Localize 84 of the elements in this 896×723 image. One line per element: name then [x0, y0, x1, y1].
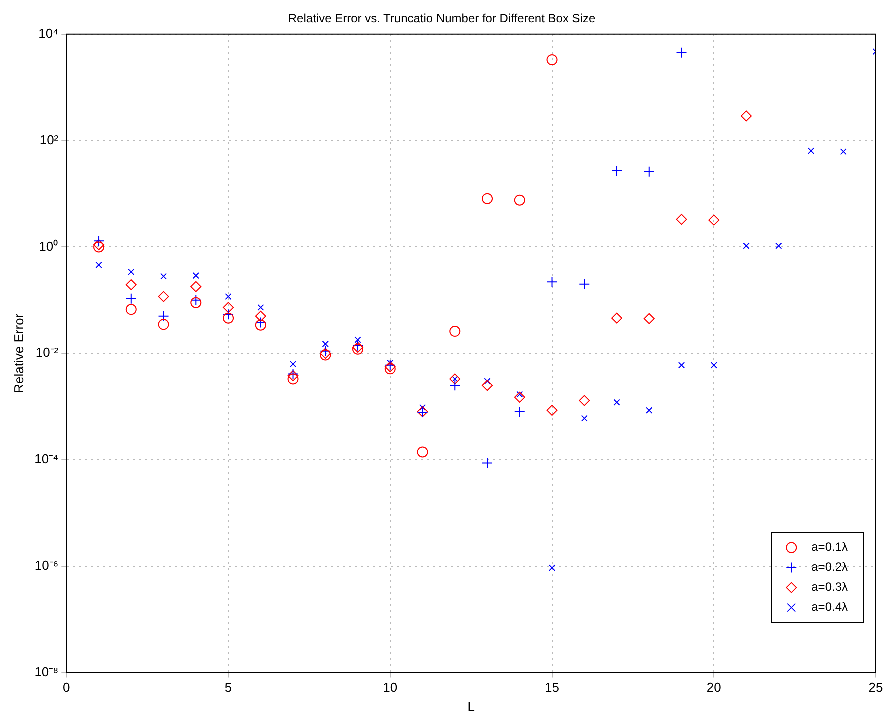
y-tick-label: 10²	[40, 132, 60, 148]
point	[840, 148, 847, 156]
legend-label: a=0.3λ	[812, 580, 848, 594]
x-tick-label: 5	[224, 680, 232, 696]
point	[354, 336, 362, 344]
point	[482, 193, 494, 204]
point	[743, 242, 750, 250]
x-tick-label: 20	[706, 680, 722, 696]
y-tick-label: 10⁻⁶	[34, 558, 59, 573]
legend-label: a=0.2λ	[812, 560, 848, 574]
point	[322, 340, 329, 348]
point	[450, 374, 461, 385]
point	[514, 406, 526, 418]
x-tick-label: 10	[383, 680, 398, 696]
point	[708, 214, 720, 226]
point	[190, 281, 202, 292]
point	[612, 166, 623, 177]
point	[450, 380, 461, 392]
point	[126, 279, 137, 290]
point	[160, 273, 168, 280]
point	[190, 294, 202, 306]
point	[223, 309, 234, 320]
point	[482, 458, 494, 469]
y-tick-label: 10⁻⁴	[34, 452, 59, 467]
point	[223, 302, 234, 314]
point	[158, 291, 170, 302]
point	[225, 293, 232, 300]
point	[482, 380, 494, 392]
point	[676, 214, 688, 226]
point	[808, 148, 815, 154]
point	[710, 362, 718, 369]
legend-label: a=0.1λ	[812, 540, 848, 554]
point	[384, 364, 396, 375]
point	[614, 399, 620, 406]
point	[128, 268, 135, 276]
y-tick-label: 10⁰	[39, 238, 59, 254]
point	[644, 166, 655, 178]
x-tick-label: 0	[63, 680, 70, 696]
point	[676, 47, 688, 58]
y-tick-label: 10⁴	[38, 26, 59, 41]
y-tick-label: 10⁻⁸	[34, 664, 59, 680]
point	[546, 276, 558, 288]
chart-title: Relative Error vs. Truncatio Number for Different Box Size	[288, 12, 596, 26]
point	[126, 304, 137, 316]
point	[581, 415, 588, 422]
point	[94, 236, 105, 247]
point	[258, 304, 264, 311]
point	[514, 194, 526, 206]
point	[96, 262, 102, 268]
point	[255, 320, 266, 331]
point	[94, 240, 105, 250]
point	[320, 346, 332, 357]
point	[417, 446, 428, 458]
point	[255, 317, 266, 328]
point	[158, 319, 170, 330]
point	[579, 395, 590, 406]
point	[776, 242, 782, 250]
point	[288, 374, 299, 385]
y-tick-label: 10⁻²	[36, 345, 60, 360]
x-axis-title: L	[468, 698, 475, 714]
x-tick-label: 25	[868, 680, 884, 696]
point	[223, 312, 234, 324]
point	[484, 378, 491, 385]
point	[94, 242, 105, 253]
legend-label: a=0.4λ	[812, 600, 848, 614]
point	[644, 313, 655, 324]
point	[190, 297, 202, 308]
point	[546, 54, 558, 66]
point	[450, 326, 461, 338]
y-axis-title: Relative Error	[11, 313, 26, 394]
point	[646, 407, 653, 414]
point	[579, 278, 590, 290]
point	[514, 392, 526, 403]
point	[741, 110, 752, 122]
point	[678, 362, 686, 369]
point	[255, 310, 266, 322]
point	[290, 360, 297, 368]
point	[612, 312, 623, 324]
point	[192, 272, 200, 280]
point	[548, 564, 556, 572]
point	[546, 405, 558, 416]
point	[158, 310, 170, 322]
x-tick-label: 15	[545, 680, 560, 696]
point	[126, 293, 137, 304]
